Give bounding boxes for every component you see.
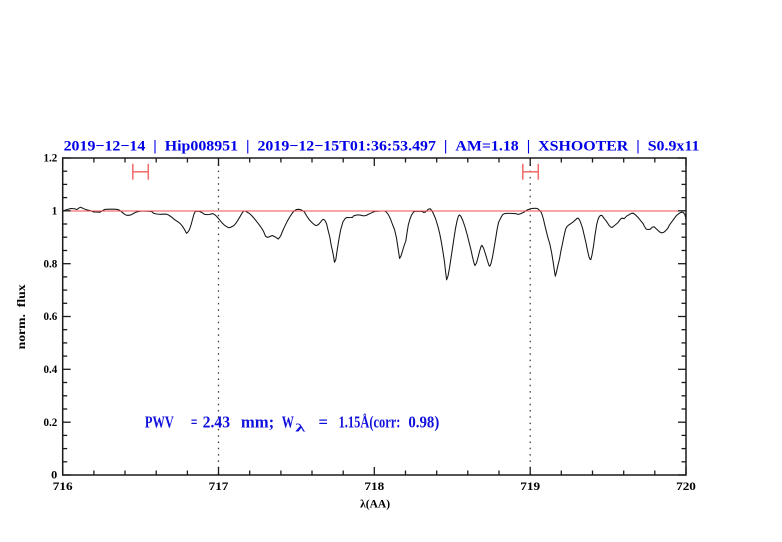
svg-text:2019−12−14 | Hip008951 | 2: 2019−12−14 | Hip008951 | 2019−12−15T01:3… xyxy=(64,139,700,155)
svg-text:PWV: PWV xyxy=(145,413,174,432)
svg-text:0.4: 0.4 xyxy=(44,364,58,376)
svg-text:720: 720 xyxy=(676,481,696,493)
svg-text:mm;: mm; xyxy=(241,413,274,432)
svg-text:norm. flux: norm. flux xyxy=(16,284,28,349)
svg-text:2.43: 2.43 xyxy=(203,413,231,432)
svg-text:=: = xyxy=(191,413,198,432)
svg-text:0.8: 0.8 xyxy=(44,258,58,270)
svg-text:1.2: 1.2 xyxy=(44,153,58,165)
svg-text:0.2: 0.2 xyxy=(44,417,58,429)
svg-text:0: 0 xyxy=(51,470,57,482)
svg-text:W: W xyxy=(282,413,295,432)
svg-text:1: 1 xyxy=(52,206,58,218)
svg-text:717: 717 xyxy=(209,481,229,493)
svg-text:0.6: 0.6 xyxy=(44,311,58,323)
svg-text:716: 716 xyxy=(53,481,73,493)
svg-text:=: = xyxy=(319,413,328,432)
svg-text:λ(AA): λ(AA) xyxy=(360,498,390,510)
svg-text:718: 718 xyxy=(364,481,384,493)
svg-text:719: 719 xyxy=(520,481,540,493)
svg-text:λ: λ xyxy=(295,421,305,435)
svg-text:0.98): 0.98) xyxy=(408,413,439,432)
svg-text:1.15Å(corr:: 1.15Å(corr: xyxy=(339,413,401,432)
